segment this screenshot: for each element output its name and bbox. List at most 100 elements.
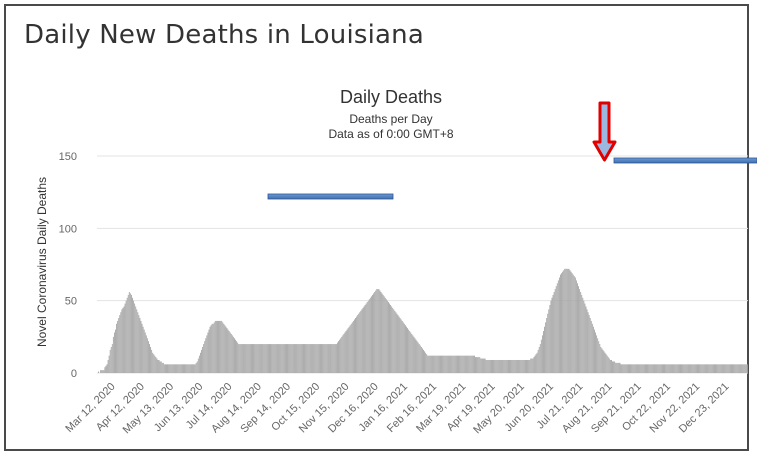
bar xyxy=(397,315,399,373)
bar xyxy=(312,344,314,373)
bar xyxy=(106,364,108,373)
bar xyxy=(351,322,353,373)
bar xyxy=(697,364,698,373)
bar xyxy=(743,364,745,373)
annotation-line-1 xyxy=(267,193,394,200)
bar xyxy=(629,364,630,373)
bar xyxy=(714,364,715,373)
annotation-arrow xyxy=(592,101,617,162)
bar xyxy=(412,335,414,373)
bar xyxy=(498,359,500,373)
bar xyxy=(604,352,606,373)
bar xyxy=(688,364,690,373)
bar xyxy=(666,364,668,373)
bar xyxy=(188,364,190,373)
bar xyxy=(293,344,295,373)
bar xyxy=(159,361,161,373)
bar xyxy=(258,344,260,373)
bar xyxy=(225,326,227,373)
bar xyxy=(494,359,496,373)
bar xyxy=(232,336,234,373)
y-tick-label: 50 xyxy=(65,296,77,308)
bar xyxy=(110,346,112,373)
bar xyxy=(163,364,165,373)
bar xyxy=(605,354,607,373)
bar xyxy=(544,326,546,373)
bar xyxy=(149,344,150,373)
bar xyxy=(416,341,418,373)
bar xyxy=(615,362,617,373)
bar xyxy=(491,359,492,373)
bar xyxy=(515,359,517,373)
bar xyxy=(154,355,156,373)
bar xyxy=(658,364,660,373)
bar xyxy=(736,364,738,373)
bar xyxy=(151,349,153,373)
bar xyxy=(265,344,267,373)
bar xyxy=(245,344,247,373)
bar xyxy=(558,277,560,373)
bar xyxy=(128,291,130,373)
bar xyxy=(207,332,209,373)
bar xyxy=(215,320,217,373)
bar xyxy=(444,355,446,373)
bar xyxy=(239,344,241,373)
bar xyxy=(463,355,465,373)
bar xyxy=(486,359,488,373)
bar xyxy=(113,332,115,373)
bar xyxy=(631,364,633,373)
bar xyxy=(744,364,746,373)
bar xyxy=(221,320,223,373)
bar xyxy=(274,344,276,373)
bar xyxy=(684,364,686,373)
bar xyxy=(602,349,604,373)
bar xyxy=(703,364,705,373)
bar xyxy=(594,329,595,373)
bar xyxy=(311,344,313,373)
bar xyxy=(407,328,409,373)
bar xyxy=(675,364,677,373)
bar xyxy=(746,364,748,373)
bar xyxy=(571,273,573,373)
bar xyxy=(538,346,540,373)
bar xyxy=(711,364,713,373)
bar xyxy=(179,364,181,373)
bar xyxy=(356,316,358,373)
bar xyxy=(403,323,405,373)
bar xyxy=(210,325,212,373)
bar xyxy=(565,268,567,373)
bar xyxy=(686,364,688,373)
bar xyxy=(503,359,505,373)
bar xyxy=(483,358,485,373)
bar xyxy=(164,364,166,373)
bar xyxy=(273,344,275,373)
bar xyxy=(261,344,263,373)
bar xyxy=(173,364,175,373)
bar xyxy=(673,364,675,373)
bar xyxy=(282,344,284,373)
bar xyxy=(150,346,152,373)
bar xyxy=(400,319,402,373)
bar xyxy=(646,364,647,373)
bar xyxy=(469,355,471,373)
bar xyxy=(672,364,674,373)
bar xyxy=(130,294,132,373)
bar xyxy=(735,364,737,373)
bar xyxy=(532,358,534,373)
bar xyxy=(536,352,538,373)
bar xyxy=(252,344,253,373)
bar xyxy=(295,344,297,373)
bar xyxy=(214,320,216,373)
bar xyxy=(100,370,102,373)
bar xyxy=(325,344,327,373)
bar xyxy=(345,331,347,373)
bar xyxy=(437,355,439,373)
bar xyxy=(136,309,138,373)
bar xyxy=(595,332,596,373)
bar xyxy=(497,359,499,373)
annotation-line-2 xyxy=(613,157,757,164)
bar xyxy=(192,364,194,373)
bar xyxy=(480,358,482,373)
bar xyxy=(598,341,600,373)
bar xyxy=(698,364,699,373)
